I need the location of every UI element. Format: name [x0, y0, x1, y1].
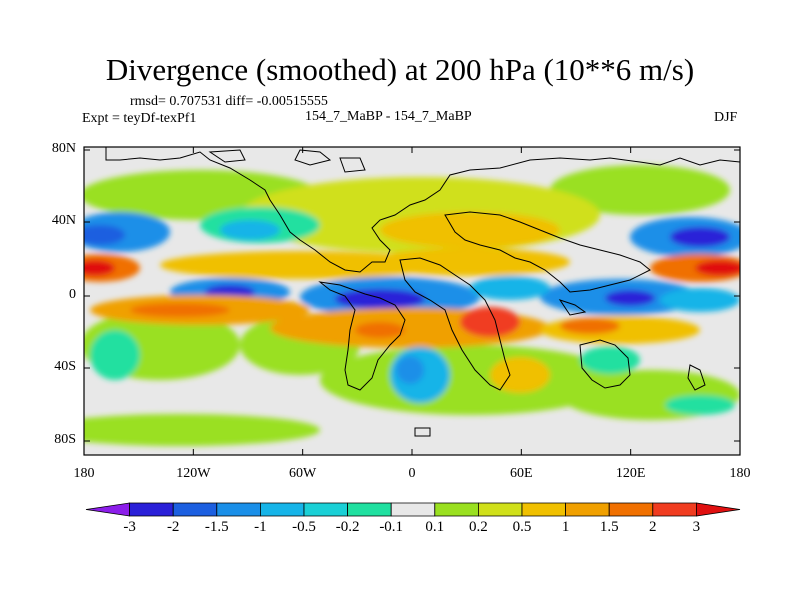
colorbar-label: -0.2 [335, 519, 360, 535]
colorbar-swatch [434, 502, 479, 517]
colorbar-label: -0.5 [292, 519, 316, 535]
colorbar-swatch [347, 502, 392, 517]
colorbar-label: -0.1 [379, 519, 404, 535]
lat-label: 40N [51, 213, 76, 228]
colorbar-label: -2 [166, 519, 180, 535]
lon-label: 180 [73, 466, 95, 481]
colorbar-swatch [652, 502, 697, 517]
colorbar-label: 2 [649, 519, 657, 535]
lat-label: 80N [51, 141, 76, 156]
colorbar-swatch [565, 502, 610, 517]
colorbar-swatch [608, 502, 654, 517]
lon-label: 120E [615, 466, 646, 481]
lat-label: 40S [54, 359, 76, 374]
divergence-contours [84, 165, 740, 446]
colorbar-label: 3 [692, 519, 701, 535]
lon-label: 180 [729, 466, 751, 481]
colorbar-label: -1 [254, 519, 267, 535]
plot-title: Divergence (smoothed) at 200 hPa (10**6 … [105, 52, 695, 87]
colorbar-label: -3 [123, 519, 136, 535]
colorbar-label: 1 [561, 519, 570, 535]
colorbar-swatch [85, 502, 131, 517]
colorbar-label: -1.5 [204, 519, 229, 535]
experiment-label: Expt = teyDf-texPf1 [82, 111, 197, 126]
lon-label: 0 [408, 466, 416, 481]
map-field [84, 147, 740, 455]
lon-label: 60E [510, 466, 533, 481]
colorbar-swatch [129, 502, 174, 517]
colorbar-label: 0.5 [512, 519, 532, 535]
coastlines [105, 147, 740, 437]
map-ticks [83, 147, 741, 455]
colorbar-swatch [696, 502, 741, 517]
colorbar-label: 1.5 [599, 519, 619, 535]
season-label: DJF [714, 110, 738, 125]
colorbar-swatch [303, 502, 349, 517]
colorbar-swatch [477, 502, 523, 517]
lat-label: 80S [54, 432, 76, 447]
colorbar-swatch [216, 502, 261, 517]
colorbar [85, 502, 741, 517]
lat-label: 0 [69, 287, 76, 302]
case-label: 154_7_MaBP - 154_7_MaBP [305, 109, 472, 124]
colorbar-swatch [521, 502, 566, 517]
stats-label: rmsd= 0.707531 diff= -0.00515555 [130, 94, 328, 109]
colorbar-swatch [390, 502, 436, 517]
lon-label: 120W [176, 466, 211, 481]
colorbar-swatch [259, 502, 305, 517]
colorbar-swatch [172, 502, 218, 517]
colorbar-label: 0.2 [469, 519, 488, 535]
colorbar-label: 0.1 [425, 519, 445, 535]
lon-label: 60W [289, 466, 317, 481]
